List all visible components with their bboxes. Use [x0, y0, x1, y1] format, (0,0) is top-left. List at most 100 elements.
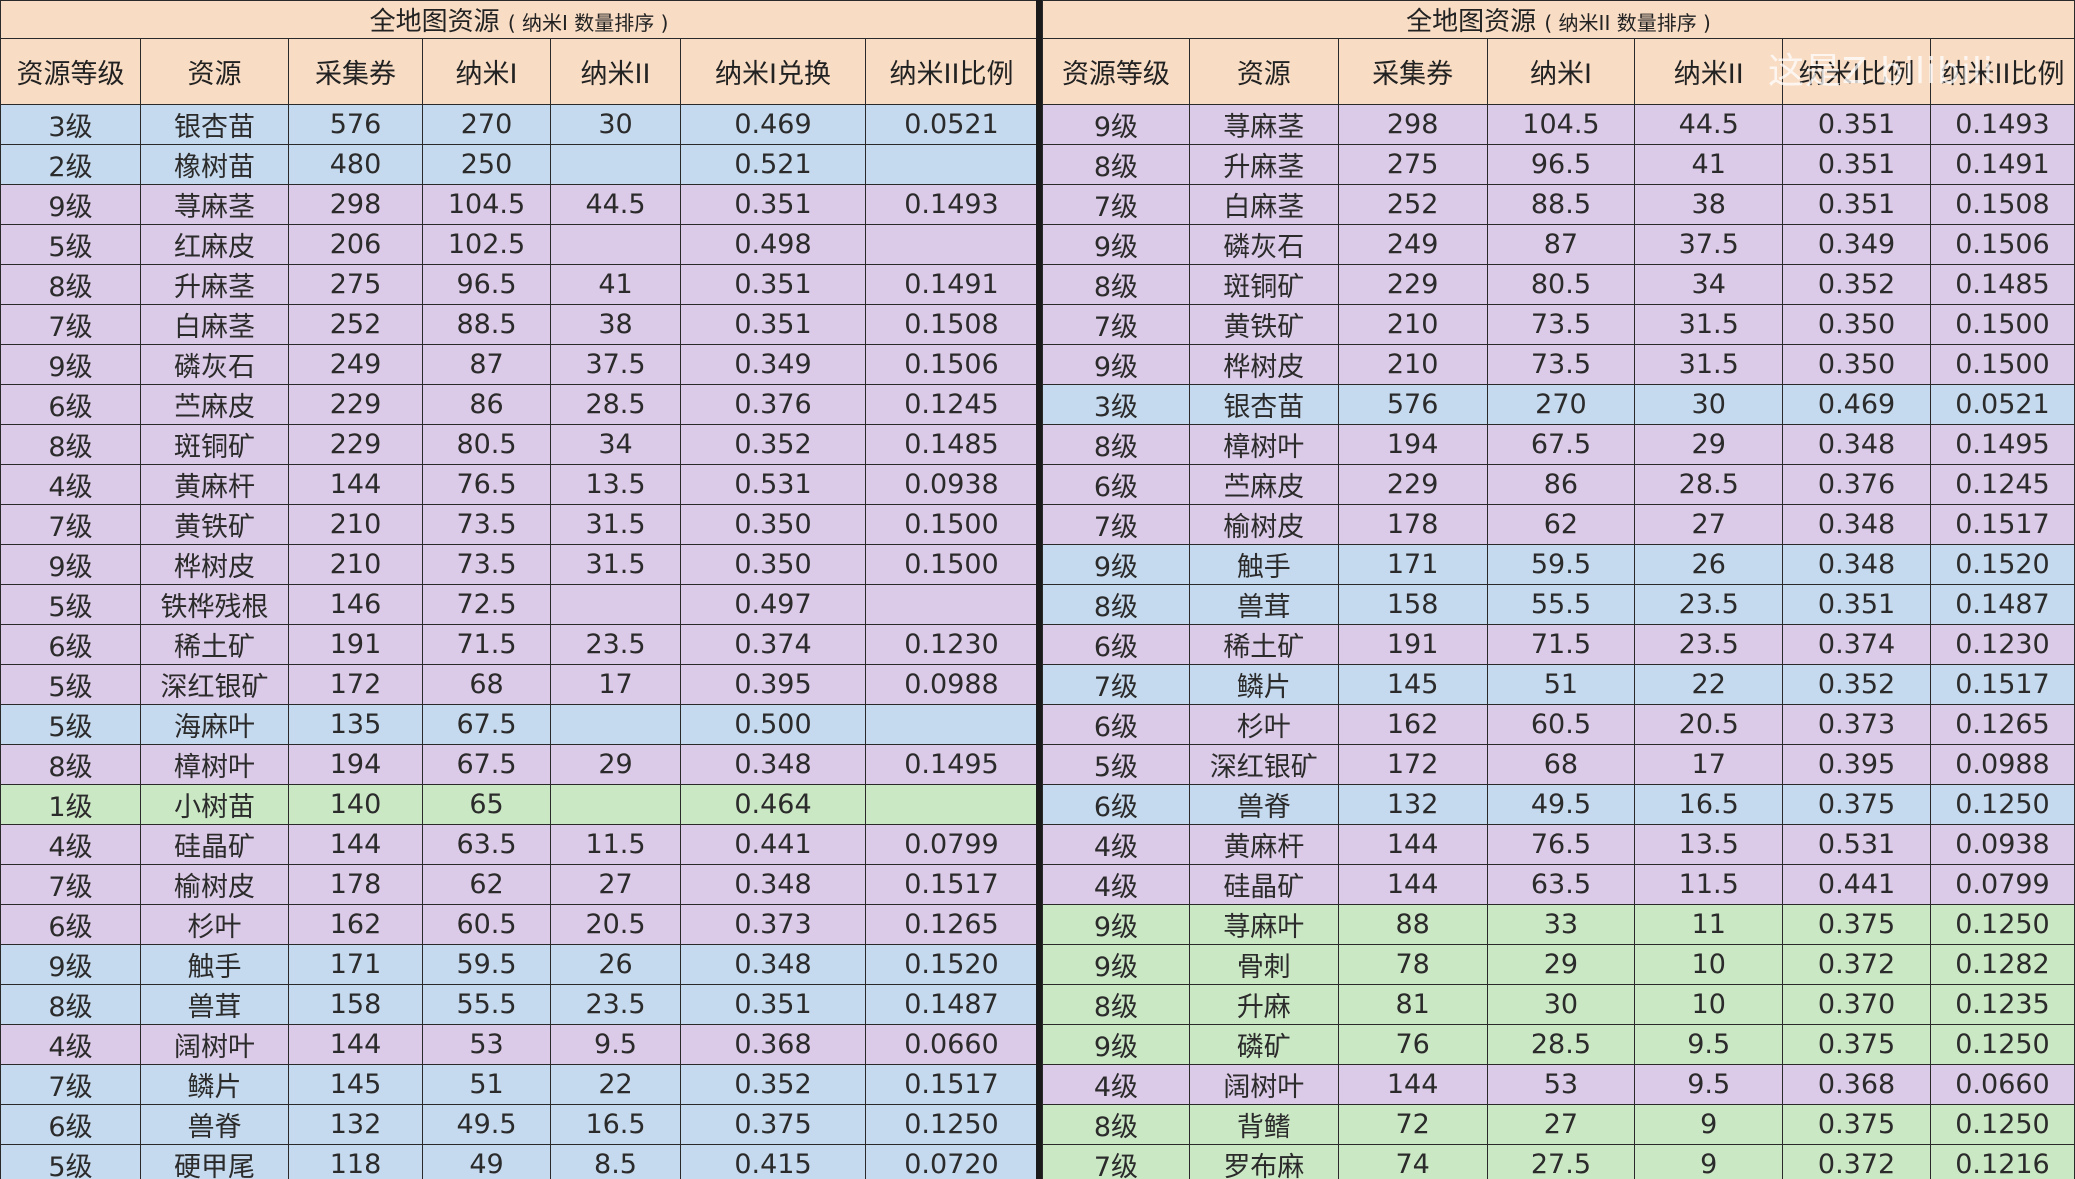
cell-tickets: 249 — [1337, 224, 1488, 265]
cell-tickets: 298 — [1337, 104, 1488, 145]
cell-nano2: 38 — [550, 304, 681, 345]
cell-nano2: 22 — [1634, 664, 1784, 705]
cell-nano2-ratio: 0.0660 — [1930, 1064, 2075, 1105]
cell-resource: 荨麻茎 — [140, 184, 289, 225]
cell-tickets: 118 — [288, 1144, 423, 1179]
cell-grade: 5级 — [0, 664, 141, 705]
cell-tickets: 158 — [1337, 584, 1488, 625]
cell-nano1-ratio: 0.352 — [680, 1064, 866, 1105]
cell-tickets: 191 — [1337, 624, 1488, 665]
cell-grade: 4级 — [1042, 824, 1190, 865]
cell-nano2: 26 — [1634, 544, 1784, 585]
cell-nano2-ratio: 0.1517 — [1930, 504, 2075, 545]
table-title: 全地图资源 ( 纳米II 数量排序 ) — [1042, 0, 2075, 39]
cell-nano2-ratio: 0.1500 — [1930, 304, 2075, 345]
cell-nano1: 68 — [422, 664, 551, 705]
cell-grade: 6级 — [1042, 464, 1190, 505]
cell-nano1: 73.5 — [422, 544, 551, 585]
cell-nano1-ratio: 0.351 — [680, 264, 866, 305]
cell-nano1-ratio: 0.349 — [1782, 224, 1931, 265]
cell-tickets: 210 — [288, 544, 423, 585]
cell-tickets: 275 — [288, 264, 423, 305]
cell-nano1-ratio: 0.351 — [1782, 184, 1931, 225]
cell-nano1-ratio: 0.469 — [680, 104, 866, 145]
cell-nano1-ratio: 0.368 — [1782, 1064, 1931, 1105]
col-header-nano1-ratio: 纳米I比例 — [1782, 38, 1931, 105]
cell-nano1: 270 — [422, 104, 551, 145]
table-row: 4级 阔树叶 144 53 9.5 0.368 0.0660 — [1042, 1064, 2075, 1105]
cell-nano2-ratio: 0.1520 — [865, 944, 1038, 985]
cell-resource: 铁桦残根 — [140, 584, 289, 625]
cell-nano2-ratio: 0.1491 — [865, 264, 1038, 305]
cell-grade: 7级 — [0, 504, 141, 545]
table-row: 9级 触手 171 59.5 26 0.348 0.1520 — [0, 944, 1038, 985]
table-row: 9级 荨麻叶 88 33 11 0.375 0.1250 — [1042, 904, 2075, 945]
cell-nano1: 30 — [1486, 984, 1636, 1025]
cell-nano2 — [550, 784, 681, 825]
table-row: 8级 樟树叶 194 67.5 29 0.348 0.1495 — [1042, 424, 2075, 465]
cell-nano1: 72.5 — [422, 584, 551, 625]
cell-nano1-ratio: 0.372 — [1782, 1144, 1931, 1179]
cell-nano1: 71.5 — [422, 624, 551, 665]
cell-grade: 9级 — [0, 184, 141, 225]
cell-nano2: 13.5 — [1634, 824, 1784, 865]
cell-nano1: 49 — [422, 1144, 551, 1179]
table-row: 8级 升麻 81 30 10 0.370 0.1235 — [1042, 984, 2075, 1025]
table-row: 7级 鳞片 145 51 22 0.352 0.1517 — [0, 1064, 1038, 1105]
cell-tickets: 178 — [1337, 504, 1488, 545]
cell-nano2-ratio: 0.1265 — [865, 904, 1038, 945]
cell-nano2: 30 — [550, 104, 681, 145]
cell-nano1-ratio: 0.375 — [680, 1104, 866, 1145]
cell-resource: 黄麻杆 — [140, 464, 289, 505]
table-row: 8级 背鳍 72 27 9 0.375 0.1250 — [1042, 1104, 2075, 1145]
cell-nano2: 41 — [550, 264, 681, 305]
cell-nano1: 86 — [422, 384, 551, 425]
column-header-row: 资源等级 资源 采集券 纳米I 纳米II 纳米I兑换 纳米II比例 — [0, 38, 1038, 105]
cell-grade: 6级 — [0, 384, 141, 425]
cell-resource: 银杏苗 — [1188, 384, 1339, 425]
cell-nano1-ratio: 0.531 — [1782, 824, 1931, 865]
cell-resource: 黄麻杆 — [1188, 824, 1339, 865]
col-header-tickets: 采集券 — [288, 38, 423, 105]
table-row: 7级 白麻茎 252 88.5 38 0.351 0.1508 — [0, 304, 1038, 345]
cell-nano2-ratio: 0.1493 — [865, 184, 1038, 225]
cell-tickets: 298 — [288, 184, 423, 225]
cell-tickets: 275 — [1337, 144, 1488, 185]
col-header-nano1: 纳米I — [1486, 38, 1636, 105]
cell-nano1: 104.5 — [422, 184, 551, 225]
cell-nano1: 28.5 — [1486, 1024, 1636, 1065]
cell-nano1-ratio: 0.500 — [680, 704, 866, 745]
cell-resource: 硬甲尾 — [140, 1144, 289, 1179]
cell-tickets: 210 — [1337, 344, 1488, 385]
cell-tickets: 132 — [288, 1104, 423, 1145]
cell-nano2-ratio — [865, 704, 1038, 745]
cell-resource: 白麻茎 — [140, 304, 289, 345]
table-row: 4级 硅晶矿 144 63.5 11.5 0.441 0.0799 — [1042, 864, 2075, 905]
cell-nano1-ratio: 0.350 — [680, 544, 866, 585]
cell-resource: 榆树皮 — [140, 864, 289, 905]
cell-nano1: 250 — [422, 144, 551, 185]
cell-nano2: 29 — [550, 744, 681, 785]
cell-nano2 — [550, 584, 681, 625]
cell-tickets: 162 — [288, 904, 423, 945]
cell-nano2-ratio: 0.1230 — [865, 624, 1038, 665]
cell-nano2-ratio: 0.0660 — [865, 1024, 1038, 1065]
cell-nano1-ratio: 0.469 — [1782, 384, 1931, 425]
cell-tickets: 172 — [288, 664, 423, 705]
cell-tickets: 158 — [288, 984, 423, 1025]
cell-nano1-ratio: 0.376 — [680, 384, 866, 425]
cell-nano1-ratio: 0.373 — [1782, 704, 1931, 745]
cell-nano1-ratio: 0.348 — [1782, 544, 1931, 585]
col-header-nano1-exchange: 纳米I兑换 — [680, 38, 866, 105]
table-row: 2级 橡树苗 480 250 0.521 — [0, 144, 1038, 185]
cell-nano1: 76.5 — [1486, 824, 1636, 865]
cell-tickets: 576 — [288, 104, 423, 145]
left-table-panel: 全地图资源 ( 纳米I 数量排序 ) 资源等级 资源 采集券 纳米I 纳米II … — [0, 0, 1038, 1179]
cell-resource: 黄铁矿 — [140, 504, 289, 545]
cell-grade: 8级 — [0, 424, 141, 465]
cell-nano2-ratio: 0.0799 — [865, 824, 1038, 865]
cell-tickets: 172 — [1337, 744, 1488, 785]
table-row: 5级 深红银矿 172 68 17 0.395 0.0988 — [1042, 744, 2075, 785]
cell-nano2-ratio: 0.1487 — [1930, 584, 2075, 625]
